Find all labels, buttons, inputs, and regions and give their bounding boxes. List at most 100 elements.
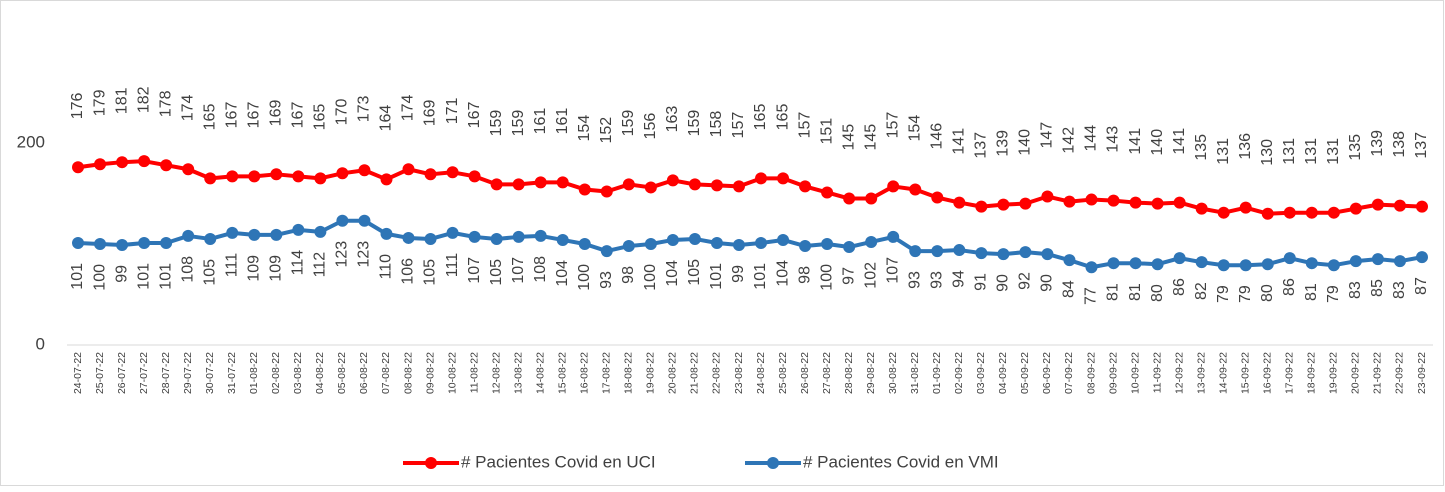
x-tick-label: 09-08-22 [424, 352, 436, 394]
data-point [248, 170, 261, 183]
data-point [1195, 202, 1208, 215]
data-point [821, 238, 834, 250]
data-label: 151 [818, 118, 835, 145]
data-point [358, 214, 371, 227]
data-label: 163 [664, 106, 681, 133]
x-tick-label: 19-09-22 [1328, 352, 1340, 394]
data-label: 159 [686, 110, 703, 137]
data-label: 104 [554, 260, 571, 287]
legend-marker [425, 457, 437, 469]
x-tick-label: 04-08-22 [314, 352, 326, 394]
x-tick-label: 17-09-22 [1284, 352, 1296, 394]
data-point [1283, 206, 1296, 219]
data-point [622, 178, 635, 191]
data-point [975, 247, 988, 260]
data-label: 170 [334, 99, 351, 126]
data-label: 90 [995, 274, 1012, 292]
data-point [1349, 255, 1362, 268]
data-point [534, 176, 547, 189]
data-label: 98 [620, 266, 637, 284]
data-point [710, 236, 723, 249]
data-point [1239, 259, 1252, 272]
x-tick-label: 01-08-22 [248, 352, 260, 394]
x-tick-label: 14-09-22 [1217, 352, 1229, 394]
data-label: 92 [1017, 272, 1034, 290]
data-point [666, 174, 679, 187]
data-label: 130 [1259, 139, 1276, 166]
x-tick-label: 25-08-22 [777, 352, 789, 394]
data-point [997, 198, 1010, 211]
x-tick-label: 16-08-22 [579, 352, 591, 394]
x-tick-label: 21-09-22 [1372, 352, 1384, 394]
data-point [600, 245, 613, 258]
data-label: 167 [290, 102, 307, 129]
data-label: 77 [1083, 287, 1100, 305]
data-label: 165 [774, 104, 791, 131]
data-point [72, 236, 85, 249]
data-label: 83 [1391, 281, 1408, 299]
data-label: 109 [245, 255, 262, 282]
x-tick-label: 30-08-22 [887, 352, 899, 394]
x-tick-label: 24-08-22 [755, 352, 767, 394]
data-label: 104 [774, 260, 791, 287]
data-point [909, 245, 922, 258]
data-label: 140 [1149, 129, 1166, 156]
data-point [314, 225, 327, 238]
data-point [799, 240, 812, 253]
x-tick-label: 16-09-22 [1262, 352, 1274, 394]
data-point [1195, 256, 1208, 269]
data-point [1415, 200, 1428, 213]
data-point [843, 241, 856, 254]
data-point [94, 238, 107, 250]
data-label: 164 [378, 105, 395, 132]
data-label: 141 [1171, 128, 1188, 155]
data-label: 81 [1303, 283, 1320, 301]
data-label: 82 [1193, 282, 1210, 300]
data-point [755, 172, 768, 185]
data-label: 139 [1369, 130, 1386, 157]
data-point [182, 229, 195, 242]
data-label: 108 [532, 256, 549, 283]
x-tick-label: 10-08-22 [446, 352, 458, 394]
x-tick-label: 31-07-22 [226, 352, 238, 394]
data-point [1041, 248, 1054, 261]
data-label: 80 [1149, 284, 1166, 302]
data-point [1371, 253, 1384, 266]
x-tick-label: 25-07-22 [94, 352, 106, 394]
data-point [94, 158, 107, 171]
data-label: 84 [1061, 280, 1078, 298]
x-tick-label: 24-07-22 [72, 352, 84, 394]
data-label: 81 [1127, 283, 1144, 301]
x-tick-label: 07-09-22 [1063, 352, 1075, 394]
x-tick-label: 03-09-22 [975, 352, 987, 394]
data-point [1019, 246, 1032, 259]
data-label: 167 [245, 102, 262, 129]
data-point [1085, 193, 1098, 206]
data-point [1019, 197, 1032, 210]
y-tick-label: 200 [17, 132, 45, 151]
x-tick-label: 08-09-22 [1085, 352, 1097, 394]
data-point [402, 163, 415, 176]
data-point [314, 172, 327, 185]
data-label: 79 [1237, 285, 1254, 303]
data-label: 165 [312, 104, 329, 131]
data-label: 157 [884, 112, 901, 139]
data-label: 99 [730, 265, 747, 283]
x-tick-label: 10-09-22 [1129, 352, 1141, 394]
data-label: 174 [179, 94, 196, 121]
data-point [622, 240, 635, 253]
data-label: 167 [223, 102, 240, 129]
data-label: 112 [312, 252, 329, 278]
data-point [446, 226, 459, 239]
x-tick-label: 22-09-22 [1394, 352, 1406, 394]
data-label: 159 [510, 110, 527, 137]
data-point [909, 183, 922, 196]
data-point [1041, 190, 1054, 203]
data-point [644, 238, 657, 250]
data-point [644, 181, 657, 194]
data-point [490, 178, 503, 191]
data-label: 101 [135, 263, 152, 290]
data-label: 152 [598, 117, 615, 144]
data-label: 87 [1413, 277, 1430, 295]
data-label: 81 [1105, 283, 1122, 301]
